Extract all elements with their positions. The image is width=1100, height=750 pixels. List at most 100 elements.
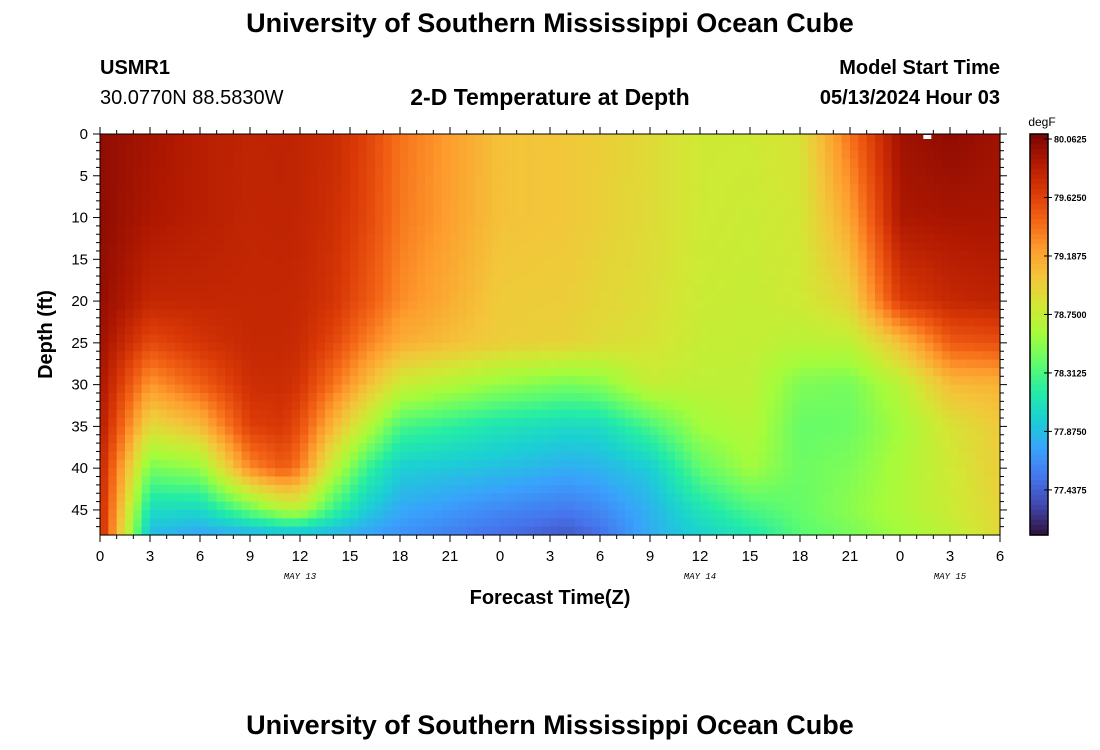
heatmap-cell [141, 526, 151, 536]
heatmap-cell [383, 301, 393, 311]
heatmap-cell [166, 476, 176, 486]
heatmap-cell [816, 217, 826, 227]
heatmap-cell [791, 518, 801, 528]
heatmap-cell [816, 142, 826, 152]
heatmap-cell [616, 317, 626, 327]
heatmap-cell [333, 426, 343, 436]
heatmap-cell [150, 326, 159, 336]
heatmap-cell [508, 484, 518, 494]
heatmap-cell [533, 493, 543, 503]
heatmap-cell [283, 301, 293, 311]
heatmap-cell [350, 484, 359, 494]
heatmap-cell [875, 142, 884, 152]
heatmap-cell [325, 317, 334, 327]
heatmap-cell [150, 150, 159, 160]
heatmap-cell [141, 250, 151, 260]
heatmap-cell [208, 284, 218, 294]
heatmap-cell [566, 209, 576, 219]
heatmap-cell [358, 259, 368, 269]
heatmap-cell [666, 518, 676, 528]
heatmap-cell [691, 225, 701, 235]
heatmap-cell [408, 309, 418, 319]
heatmap-cell [541, 192, 551, 202]
heatmap-cell [483, 334, 493, 344]
heatmap-cell [658, 367, 668, 377]
heatmap-cell [325, 501, 334, 511]
heatmap-cell [125, 443, 134, 453]
heatmap-cell [808, 142, 818, 152]
heatmap-cell [558, 192, 568, 202]
heatmap-cell [241, 367, 251, 377]
heatmap-cell [641, 409, 651, 419]
heatmap-cell [591, 459, 601, 469]
heatmap-cell [408, 209, 418, 219]
heatmap-cell [683, 134, 693, 143]
heatmap-cell [450, 351, 459, 361]
heatmap-cell [425, 451, 434, 461]
heatmap-cell [141, 142, 151, 152]
heatmap-cell [608, 301, 618, 311]
heatmap-cell [591, 392, 601, 402]
heatmap-cell [708, 426, 718, 436]
heatmap-cell [550, 351, 559, 361]
heatmap-cell [525, 200, 534, 210]
heatmap-cell [475, 493, 484, 503]
heatmap-cell [766, 351, 776, 361]
heatmap-cell [441, 309, 451, 319]
heatmap-cell [333, 217, 343, 227]
heatmap-cell [833, 526, 843, 536]
heatmap-cell [375, 459, 384, 469]
heatmap-cell [425, 200, 434, 210]
heatmap-cell [233, 326, 243, 336]
heatmap-cell [316, 184, 326, 194]
heatmap-cell [166, 192, 176, 202]
heatmap-cell [466, 317, 476, 327]
heatmap-cell [491, 401, 501, 411]
heatmap-cell [291, 451, 301, 461]
heatmap-cell [208, 342, 218, 352]
heatmap-cell [333, 342, 343, 352]
heatmap-cell [591, 276, 601, 285]
heatmap-cell [558, 392, 568, 402]
heatmap-cell [925, 434, 934, 444]
heatmap-cell [450, 359, 459, 369]
heatmap-cell [791, 426, 801, 436]
heatmap-cell [608, 150, 618, 160]
heatmap-cell [816, 443, 826, 453]
heatmap-cell [408, 234, 418, 244]
heatmap-cell [358, 284, 368, 294]
heatmap-cell [125, 217, 134, 227]
heatmap-cell [366, 392, 376, 402]
heatmap-cell [391, 409, 401, 419]
heatmap-cell [941, 326, 951, 336]
heatmap-cell [683, 175, 693, 185]
heatmap-cell [291, 401, 301, 411]
heatmap-cell [950, 468, 959, 478]
heatmap-cell [216, 317, 226, 327]
heatmap-cell [108, 184, 118, 194]
heatmap-cell [300, 426, 309, 436]
heatmap-cell [200, 317, 209, 327]
heatmap-cell [625, 192, 634, 202]
heatmap-cell [350, 434, 359, 444]
heatmap-cell [158, 234, 168, 244]
heatmap-cell [625, 459, 634, 469]
heatmap-cell [833, 509, 843, 519]
heatmap-cell [566, 384, 576, 394]
heatmap-cell [608, 359, 618, 369]
heatmap-cell [308, 184, 318, 194]
heatmap-cell [950, 276, 959, 285]
heatmap-cell [591, 376, 601, 386]
heatmap-cell [533, 284, 543, 294]
heatmap-cell [800, 326, 809, 336]
heatmap-cell [875, 459, 884, 469]
heatmap-cell [475, 217, 484, 227]
heatmap-cell [208, 509, 218, 519]
heatmap-cell [508, 242, 518, 252]
heatmap-cell [541, 459, 551, 469]
heatmap-cell [633, 259, 643, 269]
heatmap-cell [283, 451, 293, 461]
heatmap-cell [516, 225, 526, 235]
heatmap-cell [450, 159, 459, 169]
heatmap-cell [341, 476, 351, 486]
